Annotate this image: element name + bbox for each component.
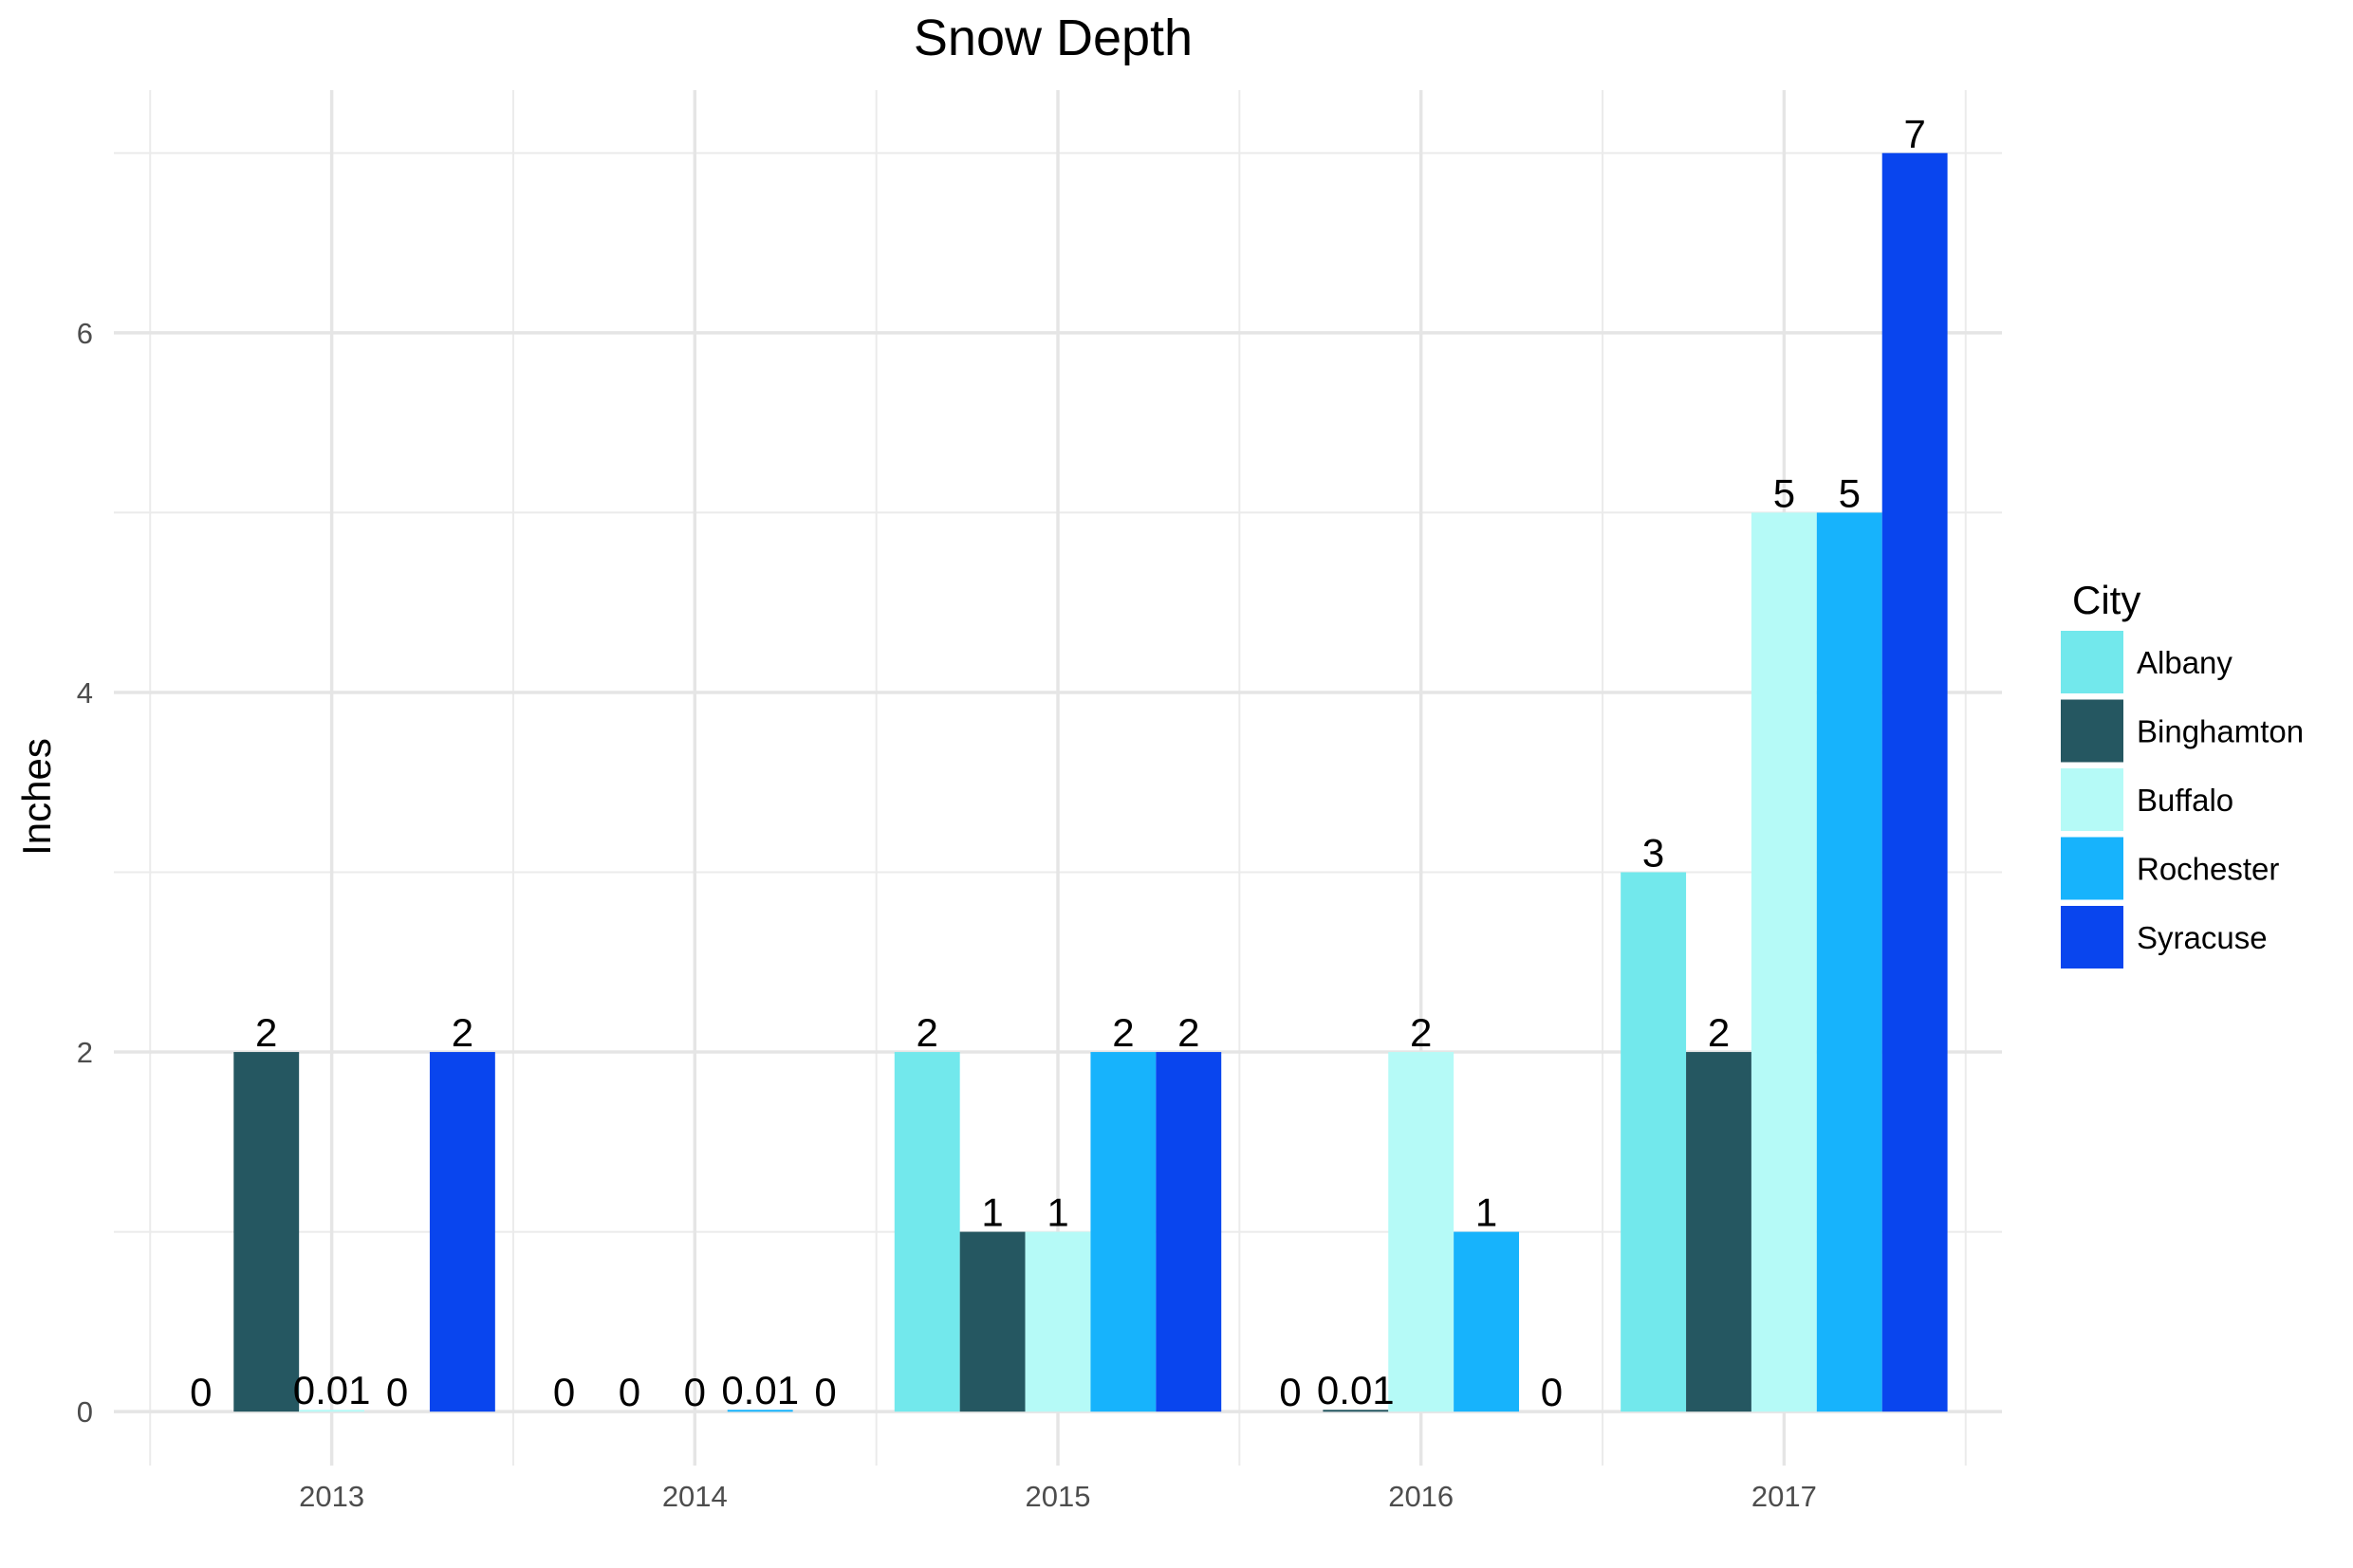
bar-rochester-2016	[1454, 1231, 1520, 1412]
data-label-binghamton-2015: 1	[981, 1190, 1003, 1235]
bar-rochester-2017	[1816, 512, 1882, 1412]
bar-albany-2015	[894, 1052, 960, 1412]
data-label-syracuse-2013: 2	[452, 1010, 473, 1055]
legend-label-binghamton: Binghamton	[2137, 714, 2304, 749]
y-axis-ticks: 0 2 4 6	[77, 317, 93, 1429]
data-label-binghamton-2017: 2	[1708, 1010, 1730, 1055]
x-tick-label: 2017	[1751, 1480, 1817, 1513]
data-label-albany-2014: 0	[553, 1370, 575, 1414]
bar-syracuse-2017	[1881, 153, 1948, 1412]
bar-binghamton-2015	[959, 1231, 1026, 1412]
x-tick-label: 2015	[1026, 1480, 1091, 1513]
bar-buffalo-2016	[1388, 1052, 1454, 1412]
bar-buffalo-2015	[1025, 1231, 1091, 1412]
legend-title: City	[2072, 578, 2140, 622]
x-tick-label: 2013	[299, 1480, 364, 1513]
y-tick-label: 4	[77, 676, 93, 710]
grid-major	[114, 90, 2002, 1466]
legend-label-rochester: Rochester	[2137, 852, 2279, 887]
data-label-albany-2013: 0	[190, 1370, 212, 1414]
data-label-albany-2015: 2	[917, 1010, 938, 1055]
legend-swatch-syracuse	[2061, 906, 2123, 968]
y-tick-label: 0	[77, 1395, 93, 1429]
bars	[233, 153, 1948, 1412]
bar-syracuse-2013	[429, 1052, 495, 1412]
y-tick-label: 2	[77, 1036, 93, 1069]
data-label-rochester-2014: 0.01	[721, 1368, 799, 1412]
data-label-buffalo-2015: 1	[1047, 1190, 1068, 1235]
legend-swatch-buffalo	[2061, 768, 2123, 831]
data-label-syracuse-2014: 0	[814, 1370, 836, 1414]
data-label-buffalo-2017: 5	[1773, 470, 1795, 515]
x-axis-ticks: 2013 2014 2015 2016 2017	[299, 1480, 1817, 1513]
data-label-syracuse-2017: 7	[1903, 111, 1925, 156]
chart-title: Snow Depth	[914, 9, 1193, 66]
bar-binghamton-2013	[233, 1052, 300, 1412]
bar-albany-2017	[1621, 872, 1687, 1412]
bar-buffalo-2013	[299, 1410, 365, 1412]
legend-swatch-rochester	[2061, 837, 2123, 900]
bar-rochester-2014	[727, 1410, 793, 1412]
legend-swatch-albany	[2061, 631, 2123, 693]
data-label-buffalo-2014: 0	[684, 1370, 706, 1414]
data-label-buffalo-2013: 0.01	[293, 1368, 371, 1412]
data-label-syracuse-2015: 2	[1177, 1010, 1199, 1055]
data-label-albany-2016: 0	[1279, 1370, 1301, 1414]
legend-label-buffalo: Buffalo	[2137, 783, 2233, 818]
y-axis-title: Inches	[14, 738, 59, 856]
legend-label-syracuse: Syracuse	[2137, 920, 2268, 955]
data-label-buffalo-2016: 2	[1410, 1010, 1432, 1055]
legend-label-albany: Albany	[2137, 645, 2233, 680]
bar-syracuse-2015	[1156, 1052, 1222, 1412]
data-label-rochester-2015: 2	[1112, 1010, 1134, 1055]
data-label-rochester-2013: 0	[386, 1370, 408, 1414]
bar-binghamton-2017	[1686, 1052, 1751, 1412]
bar-buffalo-2017	[1751, 512, 1817, 1412]
data-label-binghamton-2014: 0	[619, 1370, 640, 1414]
legend: City Albany Binghamton Buffalo Rochester Syr…	[2061, 578, 2304, 968]
y-tick-label: 6	[77, 317, 93, 350]
data-label-albany-2017: 3	[1642, 831, 1664, 876]
bar-binghamton-2016	[1323, 1410, 1389, 1412]
data-label-binghamton-2016: 0.01	[1317, 1368, 1395, 1412]
x-tick-label: 2014	[662, 1480, 728, 1513]
x-tick-label: 2016	[1388, 1480, 1454, 1513]
data-label-syracuse-2016: 0	[1541, 1370, 1563, 1414]
data-label-rochester-2016: 1	[1475, 1190, 1497, 1235]
data-label-binghamton-2013: 2	[255, 1010, 277, 1055]
bar-rochester-2015	[1090, 1052, 1157, 1412]
legend-swatch-binghamton	[2061, 699, 2123, 763]
data-label-rochester-2017: 5	[1839, 470, 1861, 515]
